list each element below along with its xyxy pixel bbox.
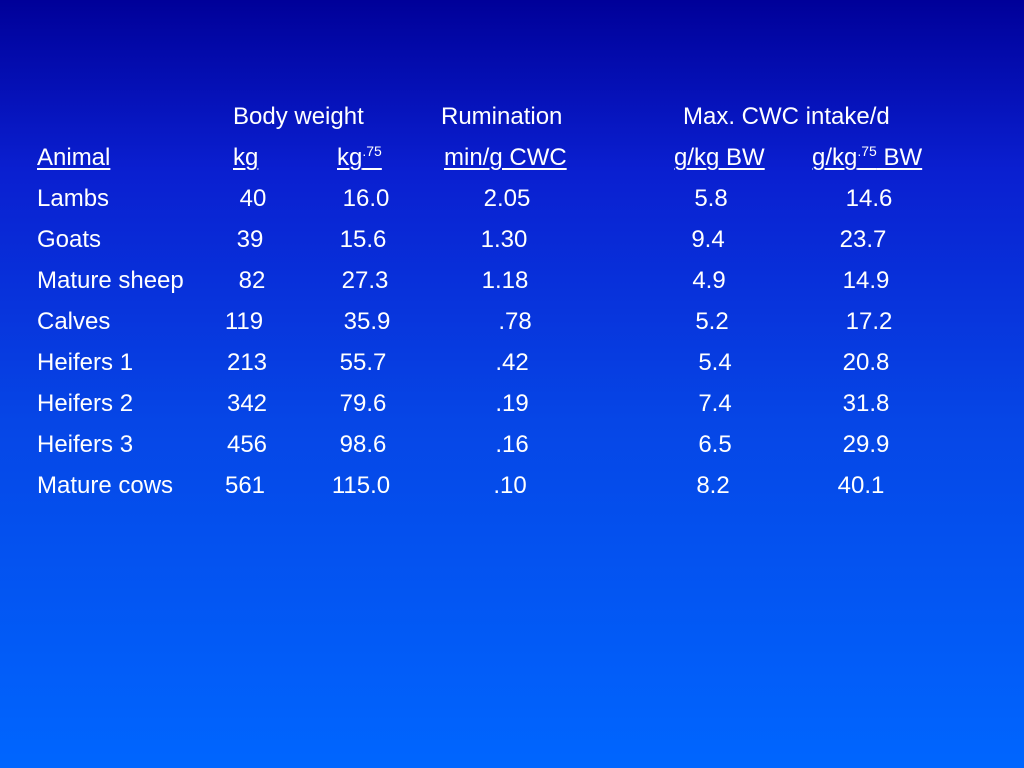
cell-animal: Heifers 2 <box>37 390 134 417</box>
cell-animal: Mature sheep <box>37 267 184 294</box>
cell-animal: Goats <box>37 226 102 253</box>
cell-kg75: 55.7 <box>339 349 387 376</box>
header-kg75-exponent: .75 <box>362 143 382 159</box>
cell-g-kg-bw: 8.2 <box>696 472 730 499</box>
header-g-kg75-exponent: .75 <box>857 143 877 159</box>
cell-g-kg-bw: 4.9 <box>692 267 726 294</box>
header-body-weight: Body weight <box>233 103 364 130</box>
cell-kg75: 16.0 <box>342 185 390 212</box>
cell-kg: 561 <box>224 472 266 499</box>
cell-kg: 39 <box>236 226 264 253</box>
cell-kg75: 15.6 <box>339 226 387 253</box>
cell-g-kg-bw: 5.2 <box>695 308 729 335</box>
cell-g-kg75-bw: 20.8 <box>842 349 890 376</box>
cell-kg: 119 <box>224 308 264 335</box>
cell-rumination: .42 <box>495 349 529 376</box>
cell-g-kg-bw: 9.4 <box>691 226 725 253</box>
header-g-kg-bw: g/kg BW <box>674 144 765 171</box>
cell-kg75: 35.9 <box>343 308 391 335</box>
header-animal: Animal <box>37 144 111 171</box>
cell-rumination: .16 <box>495 431 529 458</box>
cell-rumination: 2.05 <box>483 185 531 212</box>
header-g-kg75-base: g/kg <box>812 144 858 171</box>
cell-kg75: 115.0 <box>331 472 391 499</box>
cell-kg75: 79.6 <box>339 390 387 417</box>
cell-g-kg75-bw: 23.7 <box>839 226 887 253</box>
cell-g-kg-bw: 5.8 <box>694 185 728 212</box>
cell-animal: Heifers 3 <box>37 431 134 458</box>
header-rumination: Rumination <box>441 103 563 130</box>
cell-animal: Mature cows <box>37 472 174 499</box>
cell-animal: Calves <box>37 308 111 335</box>
cell-animal: Heifers 1 <box>37 349 134 376</box>
cell-g-kg75-bw: 31.8 <box>842 390 890 417</box>
cell-kg: 342 <box>226 390 268 417</box>
cell-rumination: 1.30 <box>480 226 528 253</box>
cell-rumination: .19 <box>495 390 529 417</box>
header-kg: kg <box>233 144 259 171</box>
cell-animal: Lambs <box>37 185 110 212</box>
cell-kg: 456 <box>226 431 268 458</box>
cell-rumination: .78 <box>498 308 532 335</box>
header-min-g-cwc: min/g CWC <box>444 144 567 171</box>
cell-g-kg75-bw: 40.1 <box>837 472 885 499</box>
cell-kg75: 98.6 <box>339 431 387 458</box>
cell-kg: 40 <box>239 185 267 212</box>
cell-g-kg75-bw: 17.2 <box>845 308 893 335</box>
header-g-kg75-bw: g/kg.75 BW <box>812 143 922 173</box>
cell-kg75: 27.3 <box>341 267 389 294</box>
header-max-cwc-intake: Max. CWC intake/d <box>683 103 890 130</box>
cell-g-kg-bw: 5.4 <box>698 349 732 376</box>
cell-kg: 82 <box>238 267 266 294</box>
cell-g-kg-bw: 6.5 <box>698 431 732 458</box>
cell-g-kg-bw: 7.4 <box>698 390 732 417</box>
cell-kg: 213 <box>226 349 268 376</box>
cell-g-kg75-bw: 14.9 <box>842 267 890 294</box>
cell-rumination: 1.18 <box>481 267 529 294</box>
cell-g-kg75-bw: 14.6 <box>845 185 893 212</box>
cell-g-kg75-bw: 29.9 <box>842 431 890 458</box>
header-g-kg75-suffix: BW <box>876 144 923 171</box>
cell-rumination: .10 <box>493 472 527 499</box>
header-kg75: kg.75 <box>337 143 382 173</box>
header-kg75-base: kg <box>337 144 363 171</box>
